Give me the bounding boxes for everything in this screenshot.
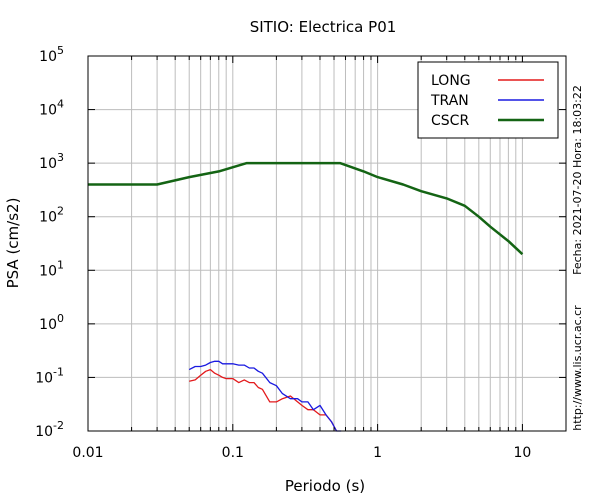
x-tick-label: 10 xyxy=(513,445,531,461)
website-url: http://www.lis.ucr.ac.cr xyxy=(571,305,584,431)
axis-ticks xyxy=(87,55,567,432)
legend-label-tran: TRAN xyxy=(430,93,469,109)
y-tick-label: 101 xyxy=(39,258,64,279)
y-tick-label: 10-2 xyxy=(35,419,64,440)
series-lines xyxy=(88,161,524,432)
y-tick-label: 103 xyxy=(39,151,64,172)
plot-frame xyxy=(87,55,567,432)
y-tick-label: 104 xyxy=(39,98,64,119)
x-axis-label: Periodo (s) xyxy=(285,477,365,495)
series-line-tran xyxy=(188,360,342,432)
x-tick-labels: 0.01 0.1 1 10 xyxy=(72,445,531,461)
y-axis-label: PSA (cm/s2) xyxy=(4,198,22,289)
chart-title: SITIO: Electrica P01 xyxy=(250,18,397,36)
y-tick-labels: 10-2 10-1 100 101 102 103 104 105 xyxy=(35,44,64,440)
y-tick-label: 105 xyxy=(39,44,64,65)
legend-label-cscr: CSCR xyxy=(431,113,469,129)
legend: LONG TRAN CSCR xyxy=(417,61,559,139)
legend-label-long: LONG xyxy=(431,73,471,89)
x-tick-label: 1 xyxy=(373,445,382,461)
series-line-long xyxy=(189,368,338,432)
x-tick-label: 0.1 xyxy=(222,445,244,461)
timestamp-text: Fecha: 2021-07-20 Hora: 18:03:22 xyxy=(571,85,584,275)
y-tick-label: 10-1 xyxy=(35,365,64,386)
y-tick-label: 102 xyxy=(39,205,64,226)
series-line-cscr xyxy=(88,161,524,256)
x-tick-label: 0.01 xyxy=(72,445,103,461)
grid-lines xyxy=(87,55,567,432)
y-tick-label: 100 xyxy=(39,312,64,333)
